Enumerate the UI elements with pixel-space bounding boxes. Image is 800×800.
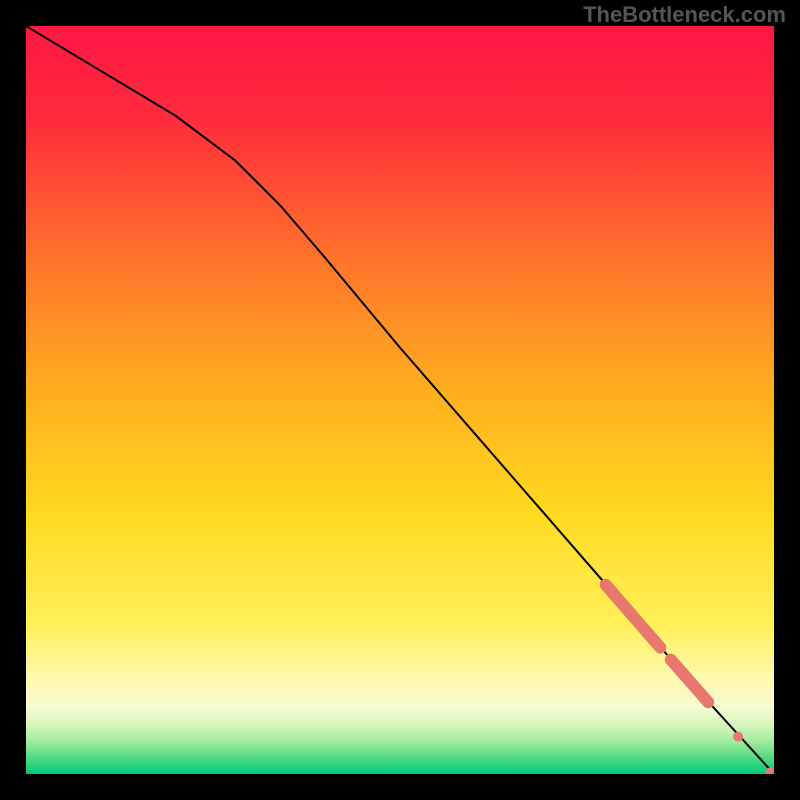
chart-svg [26,26,774,774]
watermark-text: TheBottleneck.com [583,2,786,28]
chart-plot-area [26,26,774,774]
chart-background [26,26,774,774]
marker-dot [733,732,743,742]
